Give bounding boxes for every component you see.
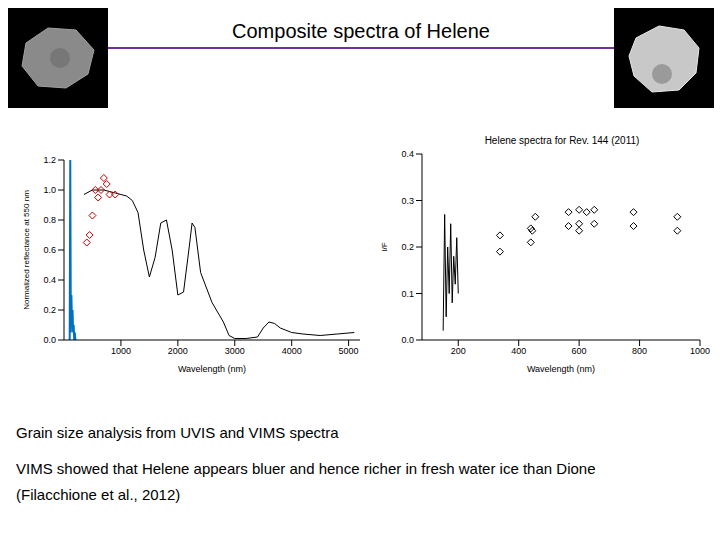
svg-text:1.0: 1.0 <box>43 185 56 195</box>
svg-text:1000: 1000 <box>111 346 131 356</box>
svg-text:400: 400 <box>511 346 526 356</box>
svg-text:800: 800 <box>632 346 647 356</box>
svg-text:600: 600 <box>572 346 587 356</box>
svg-text:0.4: 0.4 <box>401 149 414 159</box>
svg-text:0.0: 0.0 <box>43 335 56 345</box>
svg-text:I/F: I/F <box>380 242 389 251</box>
html-text:(Filacchione et al., 2012): (Filacchione et al., 2012) <box>16 486 181 503</box>
svg-text:3000: 3000 <box>225 346 245 356</box>
svg-text:5000: 5000 <box>339 346 359 356</box>
svg-text:0.8: 0.8 <box>43 215 56 225</box>
svg-text:0.3: 0.3 <box>401 196 414 206</box>
svg-text:4000: 4000 <box>282 346 302 356</box>
svg-text:Wavelength (nm): Wavelength (nm) <box>527 364 595 374</box>
svg-text:0.4: 0.4 <box>43 275 56 285</box>
svg-text:Normalized reflectance at 550: Normalized reflectance at 550 nm <box>22 190 31 310</box>
svg-text:0.0: 0.0 <box>401 335 414 345</box>
html-text:Grain size analysis from UVIS: Grain size analysis from UVIS and VIMS s… <box>16 424 339 441</box>
svg-text:200: 200 <box>451 346 466 356</box>
html-text:VIMS showed that Helene appear: VIMS showed that Helene appears bluer an… <box>16 460 596 477</box>
svg-text:2000: 2000 <box>168 346 188 356</box>
svg-text:0.1: 0.1 <box>401 289 414 299</box>
svg-text:Wavelength (nm): Wavelength (nm) <box>178 364 246 374</box>
svg-text:0.2: 0.2 <box>401 242 414 252</box>
svg-text:1000: 1000 <box>690 346 710 356</box>
svg-text:0.6: 0.6 <box>43 245 56 255</box>
svg-text:0.2: 0.2 <box>43 305 56 315</box>
svg-text:1.2: 1.2 <box>43 155 56 165</box>
svg-text:Helene spectra for Rev. 144 (2: Helene spectra for Rev. 144 (2011) <box>485 135 640 146</box>
html-text:Composite spectra of Helene: Composite spectra of Helene <box>232 20 490 42</box>
